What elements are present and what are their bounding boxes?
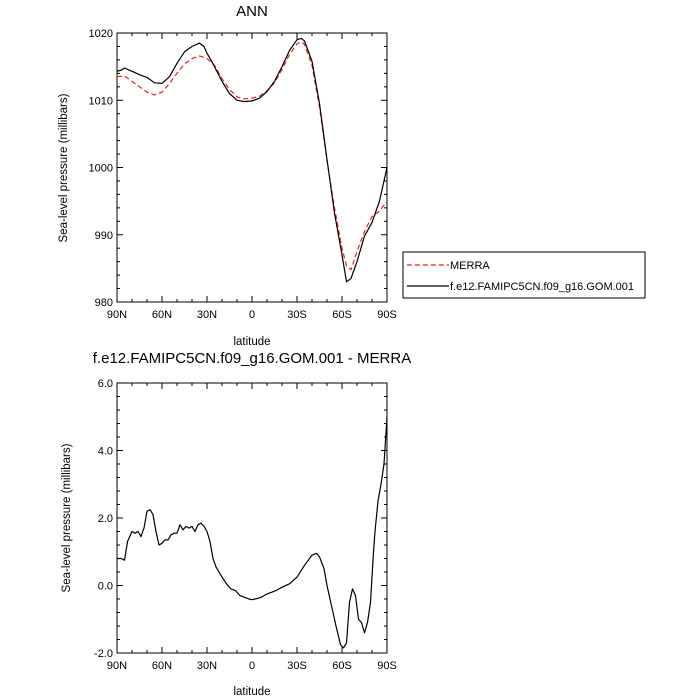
bottom-x-tick-label: 30N (197, 660, 217, 672)
bottom-x-ticks: 90N 60N 30N 0 30S 60S 90S (107, 383, 397, 672)
bottom-x-axis-label: latitude (233, 686, 270, 698)
top-x-tick-label: 90S (377, 309, 397, 321)
legend-box (402, 251, 646, 299)
bottom-y-ticks: -2.0 0.0 2.0 4.0 6.0 (94, 378, 387, 660)
bottom-series-line-difference (117, 416, 388, 649)
top-x-tick-label: 0 (249, 309, 255, 321)
bottom-y-tick-label: 0.0 (98, 581, 113, 593)
bottom-x-tick-label: 90S (377, 660, 397, 672)
bottom-x-tick-label: 30S (287, 660, 307, 672)
bottom-x-tick-label: 90N (107, 660, 127, 672)
top-y-tick-label: 1010 (89, 95, 113, 107)
top-chart-title: ANN (236, 3, 268, 20)
bottom-plot-frame (116, 382, 388, 654)
top-plot-frame (116, 32, 388, 303)
bottom-x-tick-label: 0 (249, 660, 255, 672)
bottom-y-axis-label: Sea-level pressure (millibars) (61, 443, 73, 592)
top-x-tick-label: 30S (287, 309, 307, 321)
bottom-y-tick-label: 4.0 (98, 446, 113, 458)
bottom-y-tick-label: 2.0 (98, 513, 113, 525)
legend-label-merra: MERRA (450, 260, 490, 272)
top-y-ticks: 980 990 1000 1010 1020 (89, 28, 387, 309)
panel-top: ANN 90N 60N 30N 0 30S 60S 90S 980 990 1000 1010 10… (58, 3, 397, 348)
top-x-ticks: 90N 60N 30N 0 30S 60S 90S (107, 33, 397, 321)
legend: MERRA f.e12.FAMIPC5CN.f09_g16.GOM.001 (402, 251, 646, 299)
top-x-tick-label: 90N (107, 309, 127, 321)
top-y-tick-label: 980 (95, 297, 113, 309)
top-series-group (116, 37, 388, 283)
bottom-x-tick-label: 60S (332, 660, 352, 672)
top-y-tick-label: 1000 (89, 163, 113, 175)
bottom-series-group (117, 416, 388, 649)
top-x-axis-label: latitude (233, 336, 270, 348)
top-x-tick-label: 60S (332, 309, 352, 321)
legend-label-model: f.e12.FAMIPC5CN.f09_g16.GOM.001 (450, 281, 634, 293)
panel-bottom: f.e12.FAMIPC5CN.f09_g16.GOM.001 - MERRA … (61, 350, 411, 698)
top-y-axis-label: Sea-level pressure (millibars) (58, 93, 70, 242)
top-y-tick-label: 1020 (89, 28, 113, 40)
bottom-x-tick-label: 60N (152, 660, 172, 672)
bottom-chart-title: f.e12.FAMIPC5CN.f09_g16.GOM.001 - MERRA (93, 350, 411, 367)
top-series-line-f-e12-famipc5cn-f09-g16-gom-001 (116, 37, 388, 283)
top-x-tick-label: 30N (197, 309, 217, 321)
top-x-tick-label: 60N (152, 309, 172, 321)
top-series-line-merra (116, 41, 388, 271)
bottom-y-tick-label: 6.0 (98, 378, 113, 390)
bottom-y-tick-label: -2.0 (94, 648, 113, 660)
top-y-tick-label: 990 (95, 230, 113, 242)
